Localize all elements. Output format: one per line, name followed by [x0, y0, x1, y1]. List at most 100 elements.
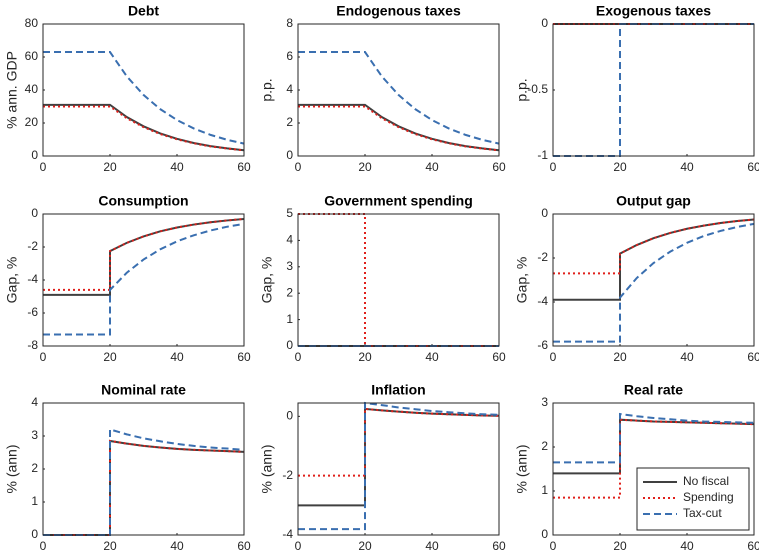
- y-tick-label: 0: [541, 16, 548, 30]
- panel-title: Exogenous taxes: [596, 3, 711, 19]
- y-tick-label: 0: [541, 206, 548, 220]
- y-tick-label: -2: [537, 250, 548, 264]
- y-tick-label: 3: [541, 395, 548, 409]
- x-tick-label: 0: [295, 160, 302, 174]
- x-tick-label: 20: [613, 350, 627, 364]
- y-tick-label: 1: [286, 312, 293, 326]
- y-tick-label: -2: [27, 239, 38, 253]
- series-line: [298, 401, 500, 531]
- panel-title: Consumption: [98, 193, 188, 209]
- x-tick-label: 60: [237, 350, 251, 364]
- x-tick-label: 60: [237, 160, 251, 174]
- y-tick-label: 0: [286, 409, 293, 423]
- axes-box: [552, 23, 755, 157]
- series-line: [298, 103, 500, 152]
- y-axis-label: p.p.: [259, 78, 275, 101]
- y-tick-label: 8: [286, 16, 293, 30]
- axes-box: [42, 213, 245, 347]
- x-tick-label: 20: [613, 539, 627, 553]
- x-tick-label: 0: [40, 160, 47, 174]
- series-line: [43, 103, 245, 152]
- y-tick-label: -6: [27, 305, 38, 319]
- plot-area: [298, 403, 499, 535]
- y-tick-label: 6: [286, 49, 293, 63]
- panel: Output gap Gap, % 0 20 40 60 -6 -4 -2 0: [514, 193, 759, 364]
- x-tick-label: 0: [40, 350, 47, 364]
- y-axis-label: % ann. GDP: [4, 51, 20, 129]
- axes-box: [297, 23, 500, 157]
- plot-area: [298, 214, 499, 346]
- x-tick-label: 40: [170, 539, 184, 553]
- plot-area: [43, 403, 244, 535]
- x-tick-label: 20: [613, 160, 627, 174]
- x-tick-label: 0: [550, 350, 557, 364]
- series-line: [43, 428, 245, 536]
- y-tick-label: 2: [286, 285, 293, 299]
- panel: Real rate % (ann) 0 20 40 60 0 1 2 3 No fiscal Spen…: [514, 382, 759, 553]
- panel-title: Nominal rate: [101, 382, 186, 398]
- y-tick-label: -2: [282, 468, 293, 482]
- axes-box: [297, 402, 500, 536]
- x-tick-label: 20: [103, 539, 117, 553]
- y-axis-label: % (ann): [259, 444, 275, 493]
- x-tick-label: 40: [680, 539, 694, 553]
- series-line: [298, 407, 500, 477]
- panel-title: Government spending: [324, 193, 473, 209]
- y-tick-label: 60: [25, 49, 39, 63]
- y-tick-label: 0: [541, 527, 548, 541]
- x-tick-label: 40: [425, 160, 439, 174]
- x-tick-label: 40: [425, 350, 439, 364]
- y-tick-label: -6: [537, 338, 548, 352]
- series-line: [553, 412, 755, 464]
- y-tick-label: 4: [286, 82, 293, 96]
- x-tick-label: 60: [492, 350, 506, 364]
- series-line: [553, 222, 755, 343]
- y-tick-label: -0.5: [527, 82, 548, 96]
- y-tick-label: 3: [31, 428, 38, 442]
- x-tick-label: 20: [103, 350, 117, 364]
- x-tick-label: 20: [103, 160, 117, 174]
- series-line: [553, 418, 755, 499]
- panel: Government spending Gap, % 0 20 40 60 0 1 2 3 4 5: [259, 193, 506, 364]
- legend: No fiscal Spending Tax-cut: [636, 467, 750, 531]
- x-tick-label: 40: [425, 539, 439, 553]
- series-line: [43, 222, 245, 336]
- series-line: [553, 23, 754, 157]
- plot-area: [553, 24, 754, 156]
- y-axis-label: Gap, %: [259, 257, 275, 304]
- panel: Nominal rate % (ann) 0 20 40 60 0 1 2 3 4: [4, 382, 251, 553]
- legend-label: Tax-cut: [683, 506, 722, 520]
- y-tick-label: 4: [286, 233, 293, 247]
- panel: Exogenous taxes p.p. 0 20 40 60 -1 -0.5 0: [514, 3, 759, 174]
- y-tick-label: 2: [286, 115, 293, 129]
- y-tick-label: 3: [286, 259, 293, 273]
- x-tick-label: 60: [492, 160, 506, 174]
- panel-title: Real rate: [624, 382, 683, 398]
- y-tick-label: 1: [541, 483, 548, 497]
- x-tick-label: 60: [492, 539, 506, 553]
- y-tick-label: 5: [286, 206, 293, 220]
- axes-box: [42, 23, 245, 157]
- y-tick-label: 40: [25, 82, 39, 96]
- series-line: [553, 218, 755, 275]
- y-tick-label: -1: [537, 148, 548, 162]
- x-tick-label: 40: [170, 350, 184, 364]
- legend-label: No fiscal: [683, 474, 729, 488]
- y-tick-label: 0: [31, 206, 38, 220]
- series-line: [43, 217, 245, 291]
- y-tick-label: 20: [25, 115, 39, 129]
- y-axis-label: p.p.: [514, 78, 530, 101]
- series-line: [43, 439, 245, 536]
- legend-label: Spending: [683, 490, 734, 504]
- x-tick-label: 60: [747, 539, 759, 553]
- series-line: [298, 51, 500, 145]
- y-tick-label: 2: [31, 461, 38, 475]
- y-tick-label: 1: [31, 494, 38, 508]
- panel: Endogenous taxes p.p. 0 20 40 60 0 2 4 6 8: [259, 3, 506, 174]
- x-tick-label: 20: [358, 539, 372, 553]
- x-tick-label: 40: [680, 350, 694, 364]
- x-tick-label: 20: [358, 160, 372, 174]
- axes-box: [552, 213, 755, 347]
- panel-title: Endogenous taxes: [336, 3, 461, 19]
